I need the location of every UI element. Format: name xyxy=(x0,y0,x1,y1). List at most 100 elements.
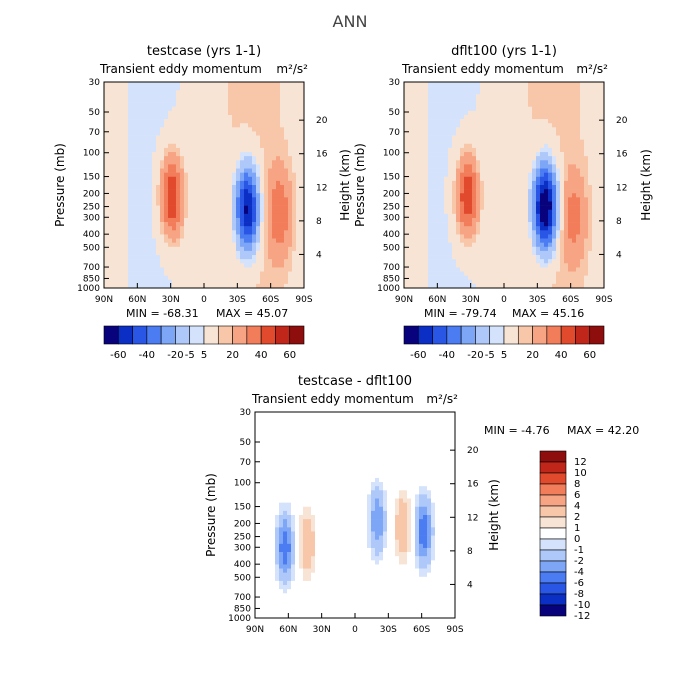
colorbar-label: 1 xyxy=(574,523,580,534)
y-axis-label: Pressure (mb) xyxy=(204,473,218,557)
colorbar-label: 4 xyxy=(574,501,580,512)
y-tick-label: 500 xyxy=(383,243,400,253)
y-tick-right-label: 8 xyxy=(616,217,622,227)
y-tick-label: 850 xyxy=(383,274,400,284)
colorbar-label: -1 xyxy=(574,545,584,556)
max-value-label: MAX = 45.16 xyxy=(512,307,584,320)
colorbar-swatch xyxy=(539,450,567,463)
colorbar-swatch xyxy=(539,560,567,573)
colorbar-label: -8 xyxy=(574,589,584,600)
colorbar-label: -20 xyxy=(467,350,483,361)
colorbar-label: 10 xyxy=(574,468,587,479)
y-tick-right-label: 16 xyxy=(467,480,479,490)
colorbar-swatch xyxy=(539,505,567,518)
colorbar-label: 0 xyxy=(574,534,580,545)
y-tick-label: 200 xyxy=(234,519,251,529)
y-tick-label: 150 xyxy=(83,173,100,183)
colorbar-label: 8 xyxy=(574,479,580,490)
colorbar-swatch xyxy=(539,461,567,474)
colorbar-label: 20 xyxy=(226,350,239,361)
y-tick-label: 150 xyxy=(383,173,400,183)
min-value-label: MIN = -79.74 xyxy=(424,307,497,320)
y-axis-label-right: Height (km) xyxy=(338,149,352,220)
colorbar-swatch xyxy=(117,325,133,345)
x-tick-label: 60N xyxy=(279,625,297,635)
x-tick-label: 0 xyxy=(501,295,507,305)
y-tick-label: 70 xyxy=(240,458,252,468)
colorbar-label: -10 xyxy=(574,600,590,611)
colorbar-label: -60 xyxy=(110,350,126,361)
y-tick-label: 30 xyxy=(240,408,252,418)
y-tick-right-label: 20 xyxy=(316,116,328,126)
colorbar-swatch xyxy=(539,593,567,606)
panel-dflt100: dflt100 (yrs 1-1) Transient eddy momentu… xyxy=(353,44,653,320)
y-tick-label: 70 xyxy=(389,128,401,138)
colorbar-label: 5 xyxy=(501,350,507,361)
colorbar-swatch xyxy=(232,325,248,345)
y-tick-label: 400 xyxy=(83,230,100,240)
colorbar-swatch xyxy=(289,325,305,345)
y-tick-right-label: 12 xyxy=(316,183,327,193)
y-tick-label: 400 xyxy=(383,230,400,240)
colorbar-label: 40 xyxy=(555,350,568,361)
max-value-label: MAX = 42.20 xyxy=(567,424,639,437)
panel-title: testcase (yrs 1-1) xyxy=(147,44,261,59)
colorbar-swatch xyxy=(203,325,219,345)
x-tick-label: 30N xyxy=(462,295,480,305)
y-tick-label: 300 xyxy=(383,213,400,223)
y-tick-label: 30 xyxy=(89,78,101,88)
y-tick-label: 50 xyxy=(240,438,252,448)
x-tick-label: 30S xyxy=(229,295,246,305)
colorbar-swatch xyxy=(539,527,567,540)
colorbar-testcase: -60 -40 -20 -5 5 20 40 60 xyxy=(103,325,305,361)
x-tick-label: 90N xyxy=(395,295,413,305)
colorbar-label: 20 xyxy=(526,350,539,361)
x-tick-label: 90N xyxy=(95,295,113,305)
contour-field xyxy=(104,82,305,289)
colorbar-label: 6 xyxy=(574,490,580,501)
colorbar-swatch xyxy=(160,325,176,345)
y-tick-label: 500 xyxy=(83,243,100,253)
y-tick-label: 400 xyxy=(234,560,251,570)
colorbar-swatch xyxy=(260,325,276,345)
colorbar-label: 12 xyxy=(574,457,587,468)
y-tick-label: 150 xyxy=(234,503,251,513)
y-tick-label: 250 xyxy=(383,203,400,213)
y-axis-label: Pressure (mb) xyxy=(353,143,367,227)
colorbar-swatch xyxy=(460,325,476,345)
colorbar-swatch xyxy=(489,325,505,345)
y-tick-label: 1000 xyxy=(228,614,251,624)
colorbar-label: 60 xyxy=(283,350,296,361)
colorbar-swatch xyxy=(539,571,567,584)
y-tick-right-label: 8 xyxy=(467,547,473,557)
colorbar-swatch xyxy=(403,325,419,345)
y-tick-label: 1000 xyxy=(377,284,400,294)
y-tick-label: 700 xyxy=(383,263,400,273)
y-tick-right-label: 12 xyxy=(467,513,478,523)
colorbar-swatch xyxy=(446,325,462,345)
y-tick-right-label: 20 xyxy=(616,116,628,126)
panel-subtitle: Transient eddy momentum xyxy=(251,392,414,406)
units-label: m²/s² xyxy=(276,62,308,76)
y-tick-right-label: 4 xyxy=(616,250,622,260)
x-tick-label: 30N xyxy=(313,625,331,635)
colorbar-swatch xyxy=(175,325,191,345)
panel-testcase: testcase (yrs 1-1) Transient eddy moment… xyxy=(53,44,352,320)
y-tick-right-label: 4 xyxy=(316,250,322,260)
colorbar-swatch xyxy=(475,325,491,345)
colorbar-label: -20 xyxy=(167,350,183,361)
x-tick-label: 60S xyxy=(562,295,579,305)
colorbar-label: -4 xyxy=(574,567,584,578)
y-tick-label: 850 xyxy=(234,604,251,614)
x-tick-label: 0 xyxy=(352,625,358,635)
y-tick-right-label: 16 xyxy=(616,150,628,160)
colorbar-label: -6 xyxy=(574,578,584,589)
y-tick-label: 700 xyxy=(83,263,100,273)
panel-subtitle: Transient eddy momentum xyxy=(401,62,564,76)
colorbar-swatch xyxy=(189,325,205,345)
x-tick-label: 90S xyxy=(295,295,312,305)
colorbar-swatch xyxy=(546,325,562,345)
colorbar-swatch xyxy=(275,325,291,345)
y-axis-label: Pressure (mb) xyxy=(53,143,67,227)
